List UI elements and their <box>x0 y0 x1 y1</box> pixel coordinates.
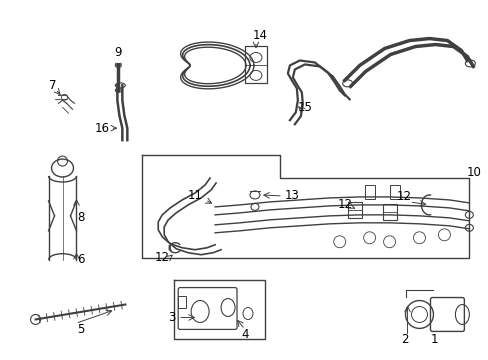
Text: 13: 13 <box>285 189 299 202</box>
Text: 14: 14 <box>252 29 267 42</box>
Text: 9: 9 <box>114 46 122 59</box>
Text: 6: 6 <box>77 253 84 266</box>
Text: 10: 10 <box>466 166 481 179</box>
Text: 11: 11 <box>187 189 202 202</box>
Text: 3: 3 <box>167 311 175 324</box>
Text: 7: 7 <box>49 79 56 92</box>
Text: 15: 15 <box>297 101 312 114</box>
Text: 16: 16 <box>95 122 110 135</box>
Text: 5: 5 <box>77 323 84 336</box>
Text: 12: 12 <box>154 251 169 264</box>
Text: 2: 2 <box>400 333 407 346</box>
Text: 1: 1 <box>430 333 437 346</box>
Text: 12: 12 <box>396 190 411 203</box>
Text: 4: 4 <box>241 328 248 341</box>
Text: 12: 12 <box>337 198 351 211</box>
Text: 8: 8 <box>77 211 84 224</box>
